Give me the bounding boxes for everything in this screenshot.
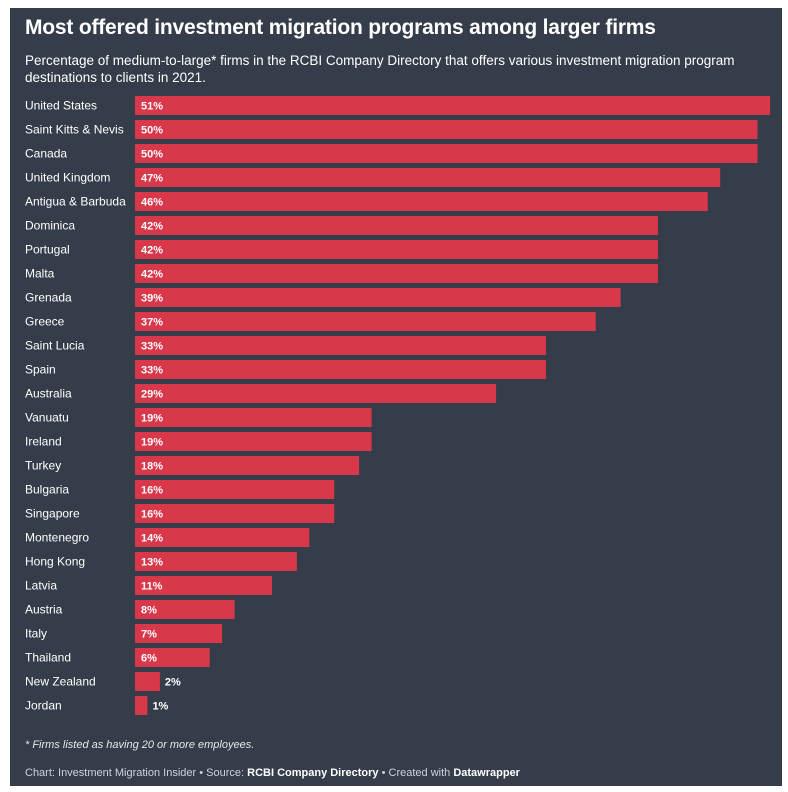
bar [135, 456, 360, 475]
bar [135, 240, 658, 259]
value-label: 42% [141, 221, 163, 233]
value-label: 33% [141, 365, 163, 377]
category-label: Latvia [25, 579, 57, 593]
value-label: 46% [141, 197, 163, 209]
bar [135, 168, 721, 187]
value-label: 42% [141, 269, 163, 281]
value-label: 33% [141, 341, 163, 353]
bar [135, 120, 758, 139]
category-label: Austria [25, 603, 63, 617]
bar [135, 624, 223, 643]
bar [135, 504, 335, 523]
bar [135, 360, 546, 379]
bar [135, 216, 658, 235]
value-label: 11% [141, 581, 163, 593]
bar [135, 600, 235, 619]
category-label: Montenegro [25, 531, 89, 545]
category-label: Grenada [25, 291, 72, 305]
bar [135, 552, 297, 571]
value-label: 14% [141, 533, 163, 545]
value-label: 50% [141, 149, 163, 161]
chart-panel: Most offered investment migration progra… [10, 8, 782, 786]
value-label: 19% [141, 413, 163, 425]
bar [135, 384, 497, 403]
bar [135, 336, 546, 355]
bar-chart: United States 51% Saint Kitts & Nevis 50% Ca… [25, 96, 770, 715]
credits-prefix: Chart: Investment Migration Insider • So… [25, 767, 248, 779]
chart-credits: Chart: Investment Migration Insider • So… [25, 767, 520, 779]
credits-tool: Datawrapper [453, 767, 520, 779]
category-label: Jordan [25, 699, 62, 713]
category-label: New Zealand [25, 675, 96, 689]
value-label: 51% [141, 101, 163, 113]
category-label: Bulgaria [25, 483, 69, 497]
category-label: Turkey [25, 459, 61, 473]
category-label: Saint Lucia [25, 339, 85, 353]
bar [135, 96, 770, 115]
value-label: 2% [165, 677, 181, 689]
category-label: Hong Kong [25, 555, 85, 569]
bar [135, 192, 708, 211]
category-label: Ireland [25, 435, 62, 449]
value-label: 19% [141, 437, 163, 449]
bar [135, 288, 621, 307]
category-label: Portugal [25, 243, 70, 257]
value-label: 7% [141, 629, 157, 641]
bar [135, 432, 372, 451]
value-label: 18% [141, 461, 163, 473]
value-label: 13% [141, 557, 163, 569]
value-label: 8% [141, 605, 157, 617]
value-label: 6% [141, 653, 157, 665]
value-label: 37% [141, 317, 163, 329]
bar [135, 408, 372, 427]
credits-source: RCBI Company Directory [247, 767, 379, 779]
category-label: United States [25, 99, 97, 113]
category-label: Vanuatu [25, 411, 69, 425]
category-label: Italy [25, 627, 47, 641]
value-label: 50% [141, 125, 163, 137]
category-label: United Kingdom [25, 171, 110, 185]
bar [135, 576, 272, 595]
value-label: 39% [141, 293, 163, 305]
credits-middle: • Created with [378, 767, 454, 779]
value-label: 1% [152, 701, 168, 713]
category-label: Spain [25, 363, 56, 377]
category-label: Canada [25, 147, 67, 161]
bar [135, 672, 160, 691]
category-label: Singapore [25, 507, 80, 521]
value-label: 16% [141, 485, 163, 497]
category-label: Australia [25, 387, 72, 401]
bar [135, 264, 658, 283]
bar [135, 480, 335, 499]
value-label: 29% [141, 389, 163, 401]
category-label: Saint Kitts & Nevis [25, 123, 124, 137]
bar [135, 696, 148, 715]
bar [135, 312, 596, 331]
category-label: Thailand [25, 651, 71, 665]
chart-title: Most offered investment migration progra… [25, 16, 656, 39]
bar [135, 528, 310, 547]
chart-subtitle: Percentage of medium-to-large* firms in … [25, 53, 735, 85]
bar [135, 648, 210, 667]
category-label: Antigua & Barbuda [25, 195, 126, 209]
value-label: 47% [141, 173, 163, 185]
bar [135, 144, 758, 163]
value-label: 16% [141, 509, 163, 521]
category-label: Dominica [25, 219, 75, 233]
category-label: Greece [25, 315, 65, 329]
value-label: 42% [141, 245, 163, 257]
category-label: Malta [25, 267, 55, 281]
chart-footnote: * Firms listed as having 20 or more empl… [25, 739, 255, 751]
